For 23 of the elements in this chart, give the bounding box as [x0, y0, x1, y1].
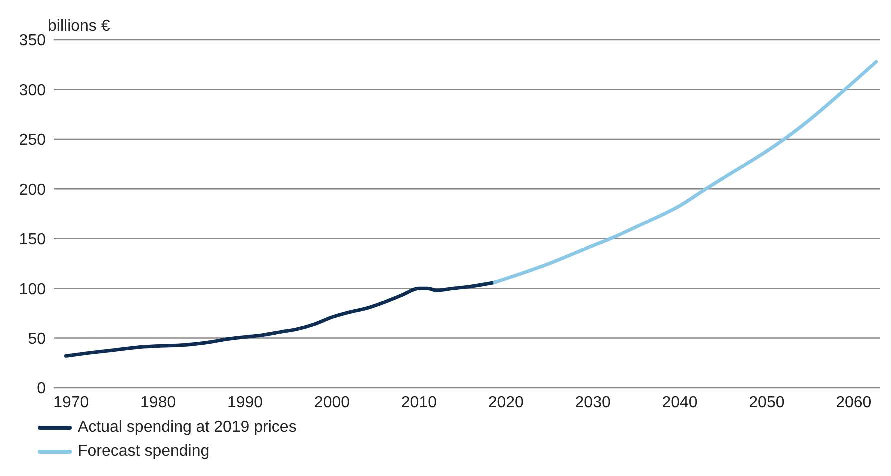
- line-series: [493, 60, 878, 284]
- y-axis-title: billions €: [48, 18, 110, 36]
- x-tick-label: 2010: [401, 394, 438, 412]
- x-tick-label: 1970: [54, 394, 90, 412]
- y-tick-label: 150: [19, 232, 46, 249]
- x-tick-label: 2040: [662, 394, 698, 412]
- x-tick-label: 1990: [227, 394, 264, 412]
- legend-label: Actual spending at 2019 prices: [78, 419, 297, 437]
- x-tick-label: 2000: [314, 394, 350, 412]
- x-tick-label: 2060: [836, 394, 872, 412]
- line-series: [64, 280, 497, 358]
- y-tick-label: 50: [28, 330, 46, 348]
- y-tick-label: 0: [37, 380, 46, 398]
- x-tick-label: 1980: [140, 394, 176, 412]
- y-tick-label: 100: [19, 281, 46, 298]
- y-tick-label: 200: [19, 182, 46, 199]
- x-tick-label: 2030: [575, 394, 611, 412]
- y-tick-label: 350: [19, 32, 46, 50]
- x-tick-label: 2020: [488, 394, 524, 412]
- y-tick-label: 300: [19, 82, 46, 100]
- y-tick-label: 250: [19, 132, 46, 150]
- legend-label: Forecast spending: [78, 443, 210, 461]
- x-tick-label: 2050: [749, 394, 785, 412]
